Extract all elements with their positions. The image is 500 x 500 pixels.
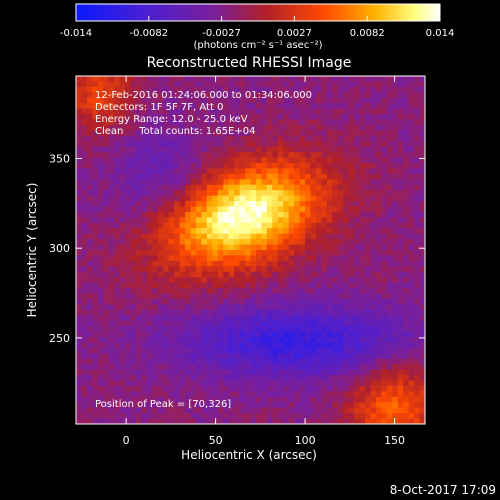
colorbar-tick-label: 0.014 xyxy=(426,28,455,39)
timestamp: 8-Oct-2017 17:09 xyxy=(390,483,496,497)
info-line-detectors: Detectors: 1F 5F 7F, Att 0 xyxy=(95,102,223,113)
y-tick-label: 300 xyxy=(49,242,70,255)
y-axis-label: Heliocentric Y (arcsec) xyxy=(25,183,39,318)
colorbar-units: (photons cm⁻² s⁻¹ asec⁻²) xyxy=(193,40,322,51)
y-axis-ticks: 250 300 350 xyxy=(49,153,425,345)
info-line-time: 12-Feb-2016 01:24:06.000 to 01:34:06.000 xyxy=(95,90,312,101)
y-tick-label: 350 xyxy=(49,153,70,166)
info-line-counts: Clean Total counts: 1.65E+04 xyxy=(95,126,255,137)
info-text: 12-Feb-2016 01:24:06.000 to 01:34:06.000… xyxy=(95,90,312,410)
x-tick-label: 100 xyxy=(295,434,316,447)
colorbar-ticks: -0.014 -0.0082 -0.0027 0.0027 0.0082 0.014 xyxy=(60,16,454,39)
heatmap-image xyxy=(76,76,426,425)
x-axis-ticks: 0 50 100 150 xyxy=(123,76,405,447)
colorbar-tick-label: 0.0082 xyxy=(350,28,385,39)
colorbar-tick-label: -0.0027 xyxy=(202,28,241,39)
x-axis-label: Heliocentric X (arcsec) xyxy=(181,448,317,462)
info-line-energy: Energy Range: 12.0 - 25.0 keV xyxy=(95,114,248,125)
x-tick-label: 50 xyxy=(209,434,223,447)
colorbar-tick-label: 0.0027 xyxy=(277,28,312,39)
plot-frame xyxy=(75,75,426,425)
colorbar-frame xyxy=(75,3,441,22)
colorbar: -0.014 -0.0082 -0.0027 0.0027 0.0082 0.014 (p… xyxy=(60,3,454,51)
x-tick-label: 150 xyxy=(384,434,405,447)
x-tick-label: 0 xyxy=(123,434,130,447)
colorbar-tick-label: -0.0082 xyxy=(129,28,168,39)
y-tick-label: 250 xyxy=(49,332,70,345)
peak-position-label: Position of Peak = [70,326] xyxy=(95,399,231,410)
image-title: Reconstructed RHESSI Image xyxy=(147,55,352,71)
colorbar-tick-label: -0.014 xyxy=(60,28,92,39)
colorbar-gradient xyxy=(76,4,440,21)
